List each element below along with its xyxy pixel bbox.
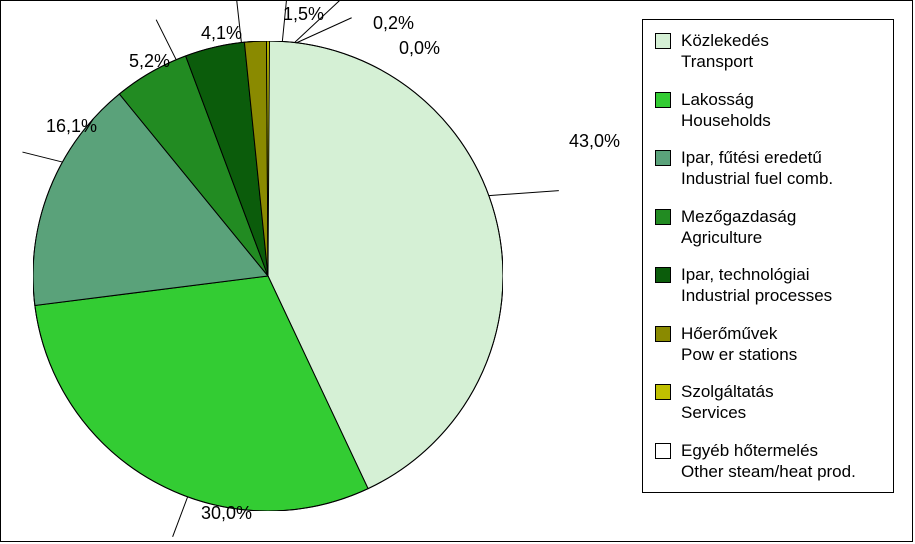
legend-swatch bbox=[655, 92, 671, 108]
legend-text: SzolgáltatásServices bbox=[681, 381, 774, 424]
legend-item-industrial_proc: Ipar, technológiaiIndustrial processes bbox=[655, 264, 881, 307]
legend-text: Ipar, technológiaiIndustrial processes bbox=[681, 264, 832, 307]
legend-text: LakosságHouseholds bbox=[681, 89, 771, 132]
legend-text: Ipar, fűtési eredetűIndustrial fuel comb… bbox=[681, 147, 833, 190]
pie-label-services: 0,2% bbox=[373, 13, 414, 34]
legend-swatch bbox=[655, 384, 671, 400]
legend-text: KözlekedésTransport bbox=[681, 30, 769, 73]
legend-item-households: LakosságHouseholds bbox=[655, 89, 881, 132]
legend-item-services: SzolgáltatásServices bbox=[655, 381, 881, 424]
legend-swatch bbox=[655, 443, 671, 459]
legend-item-other_heat: Egyéb hőtermelésOther steam/heat prod. bbox=[655, 440, 881, 483]
legend-swatch bbox=[655, 33, 671, 49]
pie-chart bbox=[33, 41, 503, 511]
legend-swatch bbox=[655, 326, 671, 342]
pie-label-power: 1,5% bbox=[283, 4, 324, 25]
pie-chart-area: 43,0%30,0%16,1%5,2%4,1%1,5%0,2%0,0% bbox=[1, 1, 631, 543]
legend-item-transport: KözlekedésTransport bbox=[655, 30, 881, 73]
legend-text: HőerőművekPow er stations bbox=[681, 323, 797, 366]
legend-item-industrial_fuel: Ipar, fűtési eredetűIndustrial fuel comb… bbox=[655, 147, 881, 190]
legend-text: MezőgazdaságAgriculture bbox=[681, 206, 796, 249]
legend-text: Egyéb hőtermelésOther steam/heat prod. bbox=[681, 440, 856, 483]
legend-swatch bbox=[655, 209, 671, 225]
legend-swatch bbox=[655, 150, 671, 166]
pie-label-transport: 43,0% bbox=[569, 131, 620, 152]
legend-swatch bbox=[655, 267, 671, 283]
legend: KözlekedésTransport LakosságHouseholds Ipa… bbox=[642, 19, 894, 493]
legend-item-agriculture: MezőgazdaságAgriculture bbox=[655, 206, 881, 249]
legend-item-power: HőerőművekPow er stations bbox=[655, 323, 881, 366]
chart-frame: 43,0%30,0%16,1%5,2%4,1%1,5%0,2%0,0% Közl… bbox=[0, 0, 913, 542]
